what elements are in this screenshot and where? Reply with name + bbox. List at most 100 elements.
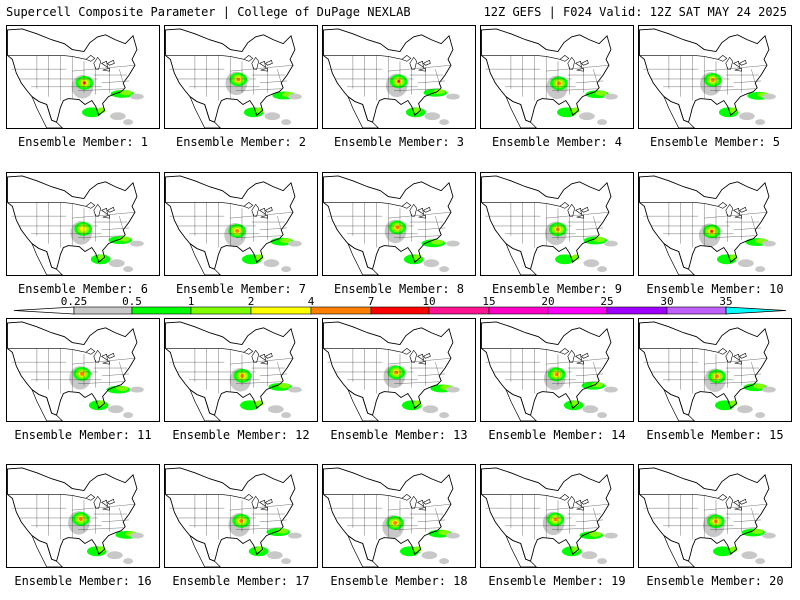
colorbar-under-triangle — [13, 306, 75, 315]
model-run-valid-time: 12Z GEFS | F024 Valid: 12Z SAT MAY 24 20… — [483, 5, 787, 19]
colorbar-swatch — [250, 306, 312, 315]
map-outlines — [7, 321, 138, 421]
scp-contour-fills — [545, 221, 618, 273]
colorbar-swatch — [370, 306, 430, 315]
colorbar-tick-label: 35 — [719, 296, 732, 308]
ensemble-map-panel — [480, 25, 634, 129]
colorbar-swatch — [488, 306, 549, 315]
scp-contour-fills — [382, 515, 460, 565]
ensemble-map-panel — [480, 464, 634, 568]
chart-title: Supercell Composite Parameter | College … — [6, 5, 411, 19]
member-label: Ensemble Member: 8 — [333, 282, 465, 296]
colorbar-tick-label: 2 — [248, 296, 255, 308]
ensemble-map-panel — [164, 464, 318, 568]
map-outlines — [165, 467, 296, 567]
colorbar-tick-label: 4 — [308, 296, 315, 308]
ensemble-map-panel — [6, 318, 160, 422]
map-outlines — [7, 467, 138, 567]
map-outlines — [639, 467, 770, 567]
scp-contour-fills — [543, 366, 618, 419]
map-outlines — [7, 28, 138, 128]
scp-map — [7, 321, 144, 421]
ensemble-map-panel — [322, 25, 476, 129]
member-label: Ensemble Member: 15 — [646, 428, 784, 442]
colorbar-tick-label: 7 — [368, 296, 375, 308]
scp-map — [481, 321, 618, 421]
scp-contour-fills — [546, 75, 618, 126]
ensemble-map-panel — [638, 172, 792, 276]
scp-contour-fills — [68, 511, 144, 565]
colorbar-tick-label: 15 — [482, 296, 495, 308]
scp-map — [323, 175, 460, 275]
member-label: Ensemble Member: 9 — [491, 282, 623, 296]
ensemble-map-panel — [638, 464, 792, 568]
scp-map — [323, 467, 460, 567]
scp-contour-fills — [384, 219, 460, 273]
map-outlines — [323, 467, 454, 567]
colorbar-swatch — [310, 306, 372, 315]
colorbar-swatch — [547, 306, 608, 315]
ensemble-map-panel — [322, 318, 476, 422]
colorbar-swatch — [190, 306, 252, 315]
colorbar-tick-label: 25 — [600, 296, 613, 308]
ensemble-map-panel — [6, 25, 160, 129]
ensemble-map-panel — [6, 172, 160, 276]
scp-map — [165, 175, 302, 275]
colorbar: 0.25 0.5 1 2 4 7 10 15 20 25 30 35 — [13, 296, 787, 315]
scp-contour-fills — [542, 511, 618, 565]
scp-map — [165, 321, 302, 421]
colorbar-tick-label: 0.25 — [61, 296, 88, 308]
member-label: Ensemble Member: 19 — [488, 574, 626, 588]
scp-contour-fills — [70, 221, 144, 273]
map-outlines — [639, 28, 770, 128]
ensemble-map-panel — [322, 172, 476, 276]
scp-map — [481, 467, 618, 567]
member-label: Ensemble Member: 17 — [172, 574, 310, 588]
scp-map — [481, 175, 618, 275]
member-label: Ensemble Member: 18 — [330, 574, 468, 588]
scp-contour-fills — [703, 513, 776, 565]
colorbar-tick-label: 1 — [188, 296, 195, 308]
map-outlines — [323, 175, 454, 275]
member-label: Ensemble Member: 16 — [14, 574, 152, 588]
member-label: Ensemble Member: 3 — [333, 135, 465, 149]
member-label: Ensemble Member: 10 — [646, 282, 784, 296]
ensemble-map-panel — [480, 172, 634, 276]
member-label: Ensemble Member: 11 — [14, 428, 152, 442]
scp-map — [7, 467, 144, 567]
member-label: Ensemble Member: 1 — [17, 135, 149, 149]
member-label: Ensemble Member: 2 — [175, 135, 307, 149]
map-outlines — [323, 28, 454, 128]
member-label: Ensemble Member: 20 — [646, 574, 784, 588]
member-label: Ensemble Member: 7 — [175, 282, 307, 296]
member-label: Ensemble Member: 6 — [17, 282, 149, 296]
map-outlines — [639, 321, 770, 421]
map-outlines — [165, 175, 296, 275]
scp-map — [639, 467, 776, 567]
colorbar-swatch — [666, 306, 727, 315]
scp-contour-fills — [385, 73, 460, 126]
map-outlines — [481, 321, 612, 421]
map-outlines — [165, 321, 296, 421]
map-outlines — [165, 28, 296, 128]
scp-contour-fills — [383, 364, 460, 419]
colorbar-swatch — [73, 306, 133, 315]
ensemble-map-panel — [164, 25, 318, 129]
ensemble-map-panel — [480, 318, 634, 422]
scp-map — [7, 28, 144, 128]
ensemble-map-panel — [6, 464, 160, 568]
colorbar-tick-label: 0.5 — [122, 296, 142, 308]
member-label: Ensemble Member: 12 — [172, 428, 310, 442]
scp-map — [165, 467, 302, 567]
colorbar-tick-label: 20 — [541, 296, 554, 308]
scp-map — [639, 28, 776, 128]
member-label: Ensemble Member: 14 — [488, 428, 626, 442]
scp-contour-fills — [704, 368, 776, 419]
scp-map — [165, 28, 302, 128]
scp-map — [639, 175, 776, 275]
map-outlines — [481, 175, 612, 275]
colorbar-tick-label: 30 — [660, 296, 673, 308]
scp-contour-fills — [225, 71, 302, 126]
colorbar-tick-label: 10 — [422, 296, 435, 308]
map-outlines — [481, 467, 612, 567]
